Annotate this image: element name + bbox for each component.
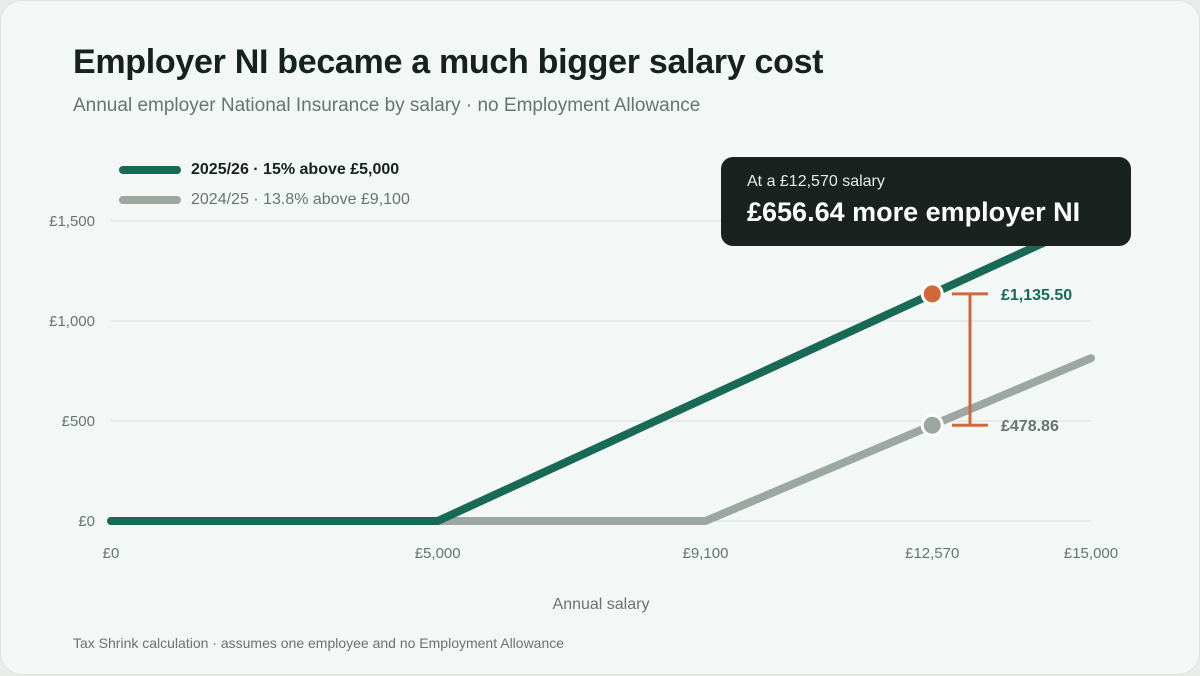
x-axis-title: Annual salary — [553, 596, 650, 613]
x-tick-label-2: £9,100 — [683, 545, 729, 562]
difference-callout: At a £12,570 salary £656.64 more employe… — [721, 157, 1131, 246]
callout-value: £656.64 more employer NI — [747, 197, 1081, 227]
legend-item-2024: 2024/25 · 13.8% above £9,100 — [119, 185, 410, 215]
series-line-1 — [107, 354, 1095, 525]
x-tick-label-1: £5,000 — [415, 545, 461, 562]
axes: £0 £500 £1,000 £1,500 £0 £5,000 £9,100 £12,570 £… — [49, 213, 1118, 562]
footnote: Tax Shrink calculation · assumes one emp… — [73, 635, 565, 651]
x-tick-label-0: £0 — [103, 545, 120, 562]
series-lines — [107, 217, 1095, 525]
x-tick-label-3: £12,570 — [905, 545, 959, 562]
x-tick-label-4: £15,000 — [1064, 545, 1118, 562]
y-tick-label-2: £1,000 — [49, 313, 95, 330]
legend-label-2024: 2024/25 · 13.8% above £9,100 — [191, 191, 410, 208]
chart-title: Employer NI became a much bigger salary … — [73, 43, 824, 81]
y-tick-label-1: £500 — [62, 413, 95, 430]
callout-label: At a £12,570 salary — [747, 173, 885, 190]
gridlines — [111, 220, 1091, 522]
legend-swatch-2025 — [119, 166, 181, 174]
highlight-annotation: £1,135.50 £478.86 — [920, 282, 1072, 437]
highlight-point-2025 — [920, 282, 944, 306]
y-tick-label-0: £0 — [78, 513, 95, 530]
y-tick-label-3: £1,500 — [49, 213, 95, 230]
data-label-2024: £478.86 — [1001, 418, 1059, 435]
legend: 2025/26 · 15% above £5,000 2024/25 · 13.… — [119, 155, 410, 215]
data-label-2025: £1,135.50 — [1001, 287, 1072, 304]
legend-label-2025: 2025/26 · 15% above £5,000 — [191, 161, 400, 178]
legend-swatch-2024 — [119, 196, 181, 204]
series-line-0 — [107, 217, 1095, 525]
chart-subtitle: Annual employer National Insurance by sa… — [73, 95, 701, 116]
legend-item-2025: 2025/26 · 15% above £5,000 — [119, 155, 410, 185]
highlight-point-2024 — [920, 413, 944, 437]
